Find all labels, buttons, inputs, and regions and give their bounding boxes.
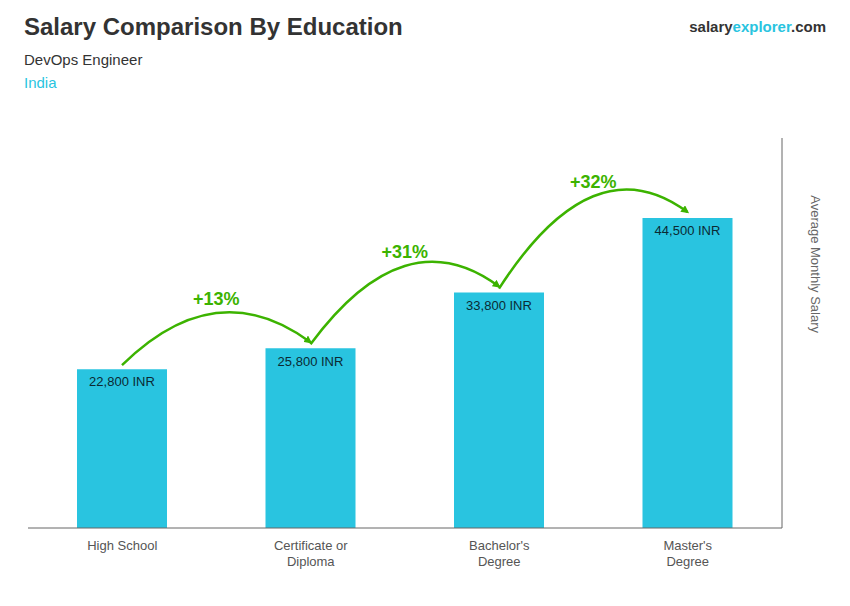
- svg-text:22,800 INR: 22,800 INR: [89, 374, 155, 389]
- svg-text:Average Monthly Salary: Average Monthly Salary: [808, 195, 823, 333]
- svg-text:44,500 INR: 44,500 INR: [655, 223, 721, 238]
- svg-text:25,800 INR: 25,800 INR: [278, 354, 344, 369]
- svg-text:Certificate orDiploma: Certificate orDiploma: [274, 538, 348, 569]
- svg-text:High School: High School: [87, 538, 157, 553]
- svg-text:+13%: +13%: [193, 289, 240, 309]
- html-text:India: India: [24, 74, 57, 91]
- svg-text:Bachelor'sDegree: Bachelor'sDegree: [469, 538, 530, 569]
- html-text:DevOps Engineer: DevOps Engineer: [24, 51, 143, 68]
- html-text:salary explorer.com: salary explorer.com: [689, 18, 826, 35]
- svg-text:+32%: +32%: [570, 172, 617, 192]
- svg-text:33,800 INR: 33,800 INR: [466, 298, 532, 313]
- svg-text:+31%: +31%: [381, 242, 428, 262]
- html-text:Salary Comparison By Education: Salary Comparison By Education: [24, 13, 403, 40]
- svg-text:Master'sDegree: Master'sDegree: [663, 538, 712, 569]
